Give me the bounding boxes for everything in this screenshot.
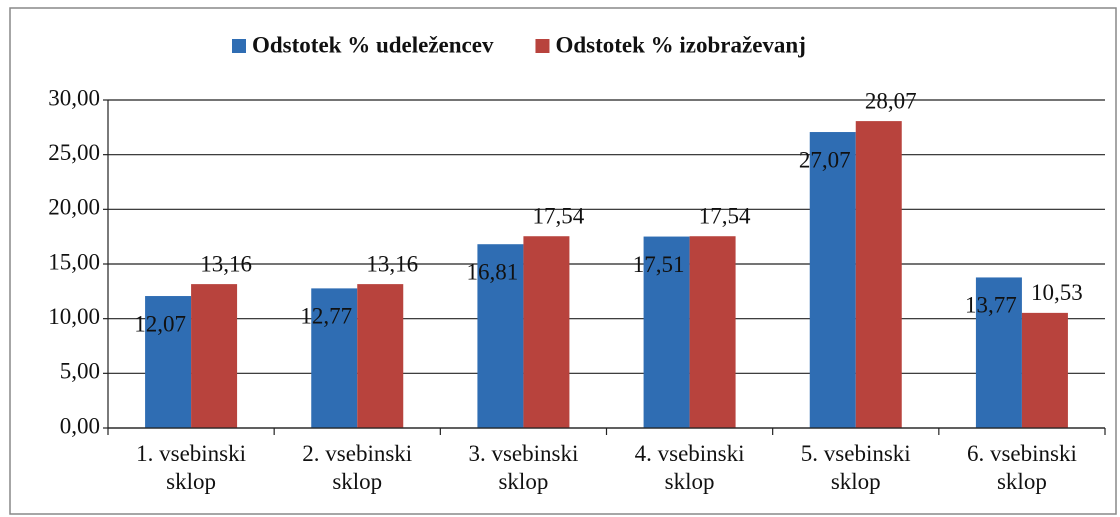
x-tick-label: 5. vsebinski sklop [800, 441, 911, 494]
data-label: 17,54 [699, 204, 751, 229]
legend-label: Odstotek % udeležencev [252, 32, 494, 57]
x-tick-label: 4. vsebinski sklop [634, 441, 745, 494]
bar [643, 236, 690, 428]
y-tick-label: 30,00 [48, 85, 100, 110]
data-label: 17,51 [633, 252, 685, 277]
bar [855, 121, 902, 429]
y-tick-label: 10,00 [48, 304, 100, 329]
data-label: 16,81 [467, 259, 519, 284]
y-tick-label: 5,00 [60, 359, 100, 384]
data-label: 12,77 [300, 304, 352, 329]
bar [311, 288, 358, 428]
data-label: 13,77 [965, 293, 1017, 318]
bar [689, 236, 736, 428]
bar [145, 296, 192, 428]
data-label: 28,07 [865, 88, 917, 113]
bar [477, 244, 524, 428]
x-tick-label: 6. vsebinski sklop [966, 441, 1077, 494]
y-tick-label: 25,00 [48, 140, 100, 165]
y-tick-label: 0,00 [60, 413, 100, 438]
data-label: 10,53 [1031, 280, 1083, 305]
y-tick-label: 20,00 [48, 195, 100, 220]
bar [809, 132, 856, 428]
bar [191, 284, 238, 428]
bar [357, 284, 404, 428]
data-label: 27,07 [799, 147, 851, 172]
x-tick-label: 3. vsebinski sklop [468, 441, 579, 494]
bar [975, 277, 1022, 428]
data-label: 17,54 [533, 204, 585, 229]
data-label: 13,16 [200, 251, 252, 276]
x-tick-label: 1. vsebinski sklop [136, 441, 247, 494]
chart-border [9, 7, 1117, 515]
bar [1021, 312, 1068, 428]
x-tick-label: 2. vsebinski sklop [302, 441, 413, 494]
y-tick-label: 15,00 [48, 249, 100, 274]
legend-swatch [535, 39, 550, 53]
data-label: 12,07 [134, 311, 186, 336]
legend-swatch [232, 39, 246, 53]
data-label: 13,16 [366, 251, 418, 276]
bar [523, 236, 570, 428]
legend-label: Odstotek % izobraževanj [555, 32, 805, 57]
